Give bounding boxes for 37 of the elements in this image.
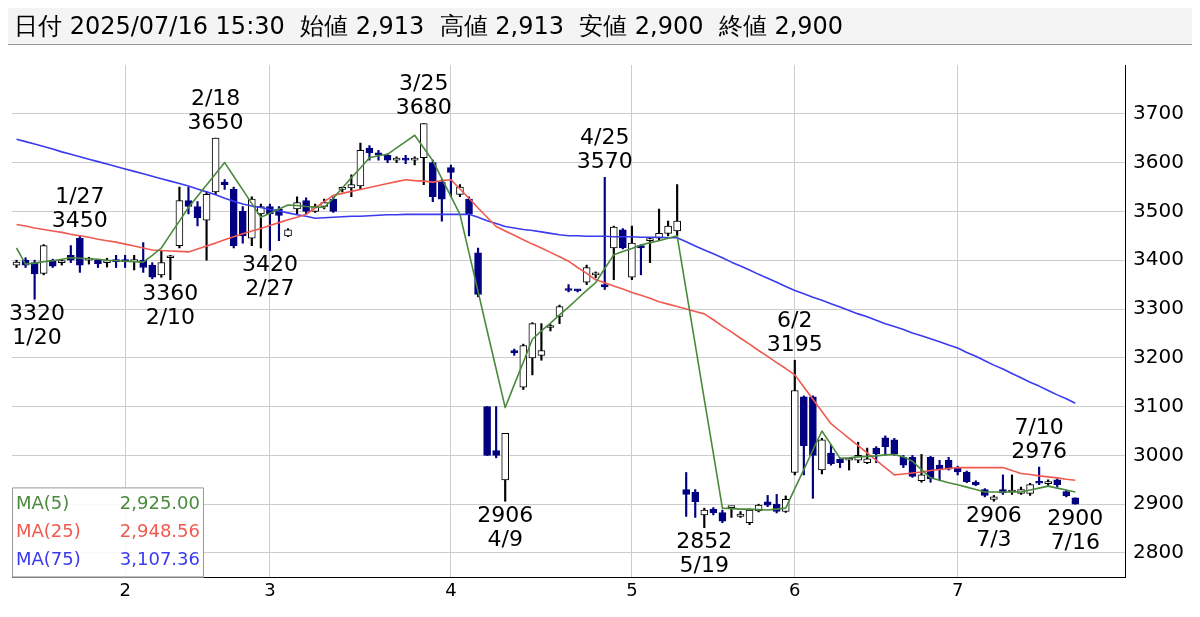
annotation: 4/25 3570 xyxy=(576,123,633,173)
chart-title: 日付 2025/07/16 15:30 始値 2,913 高値 2,913 安値 2,900 終値 2,900 xyxy=(8,8,1192,45)
annotation: 2,948.56 xyxy=(119,520,200,542)
x-tick-label: 5 xyxy=(626,578,638,600)
text: MA(75) xyxy=(16,548,81,570)
y-tick-label: 3100 xyxy=(1133,392,1185,417)
annotation: 7/10 2976 xyxy=(1011,413,1068,463)
annotation: 2852 5/19 xyxy=(676,528,733,578)
annotation: 3320 1/20 xyxy=(8,299,65,349)
text: MA(25) xyxy=(16,520,81,542)
annotation: 2906 4/9 xyxy=(477,501,534,551)
x-tick-label: 6 xyxy=(789,578,801,600)
y-tick-label: 3400 xyxy=(1133,246,1185,271)
x-tick-label: 4 xyxy=(445,578,457,600)
y-tick-label: 3500 xyxy=(1133,197,1185,222)
annotation: 2906 7/3 xyxy=(965,501,1022,551)
y-tick-label: 3700 xyxy=(1133,100,1185,124)
text: MA(5) xyxy=(16,492,70,514)
x-tick-label: 3 xyxy=(264,578,276,600)
annotation: 6/2 3195 xyxy=(766,306,823,356)
annotation: 2/18 3650 xyxy=(187,84,244,134)
candlestick xyxy=(727,505,736,518)
annotation: 2900 7/16 xyxy=(1047,504,1104,554)
annotation: 1/27 3450 xyxy=(51,182,108,232)
y-tick-label: 3300 xyxy=(1133,295,1185,320)
y-tick-label: 2900 xyxy=(1133,490,1185,515)
annotation: 3420 2/27 xyxy=(241,251,298,301)
annotation: 3360 2/10 xyxy=(142,280,199,330)
annotation: 3,107.36 xyxy=(119,548,200,570)
x-tick-label: 7 xyxy=(951,578,964,600)
y-tick-label: 2800 xyxy=(1133,539,1185,564)
annotation: 2,925.00 xyxy=(119,492,200,514)
y-tick-label: 3200 xyxy=(1133,344,1185,368)
y-tick-label: 3600 xyxy=(1133,148,1185,173)
annotation: 3/25 3680 xyxy=(395,70,452,120)
y-tick-label: 3000 xyxy=(1133,441,1185,466)
x-tick-label: 2 xyxy=(119,578,131,600)
